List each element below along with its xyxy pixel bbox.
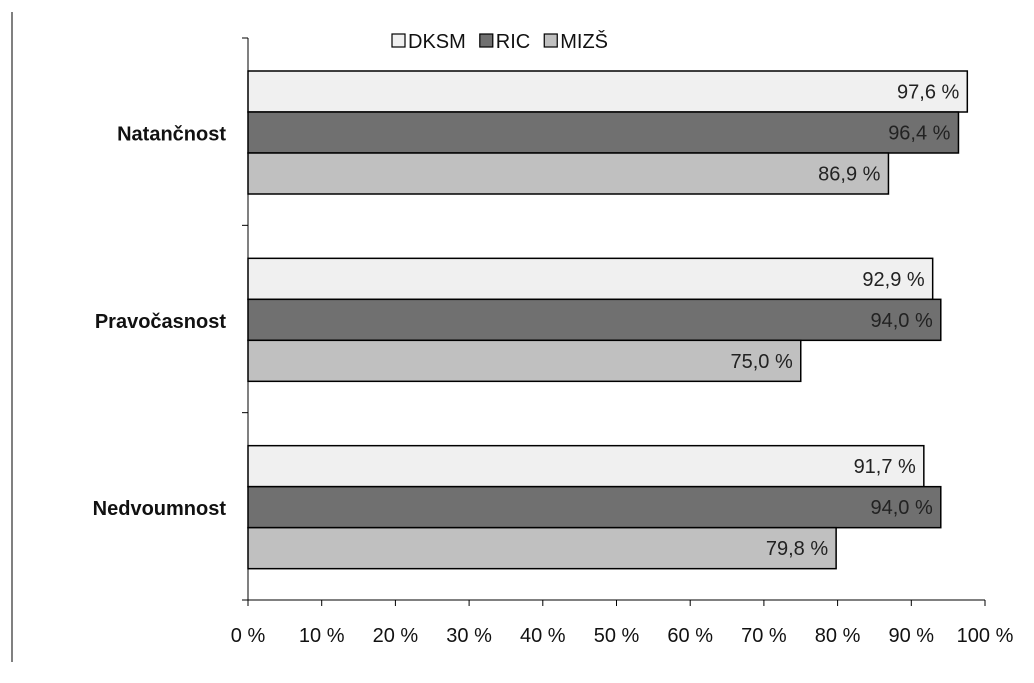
legend-label-dksm: DKSM xyxy=(408,31,466,53)
data-label-mizš-1: 86,9 % xyxy=(818,164,880,186)
x-tick-label-30: 30 % xyxy=(446,625,492,647)
legend: DKSM RIC MIZŠ xyxy=(391,30,608,53)
data-label-mizš-3: 79,8 % xyxy=(766,538,828,560)
legend-label-ric: RIC xyxy=(496,31,530,53)
category-label-3: Nedvoumnost xyxy=(93,498,227,520)
category-label-2: Pravočasnost xyxy=(95,311,227,333)
data-label-dksm-1: 97,6 % xyxy=(897,82,959,104)
bar-mizš-1 xyxy=(247,152,890,195)
bar-mizš-3 xyxy=(247,526,837,570)
x-tick-label-60: 60 % xyxy=(667,625,713,647)
x-tick-label-50: 50 % xyxy=(594,625,640,647)
bar-dksm-1 xyxy=(247,70,969,113)
x-tick-label-0: 0 % xyxy=(231,625,266,647)
x-tick-label-80: 80 % xyxy=(815,625,861,647)
data-label-dksm-2: 92,9 % xyxy=(862,269,924,291)
bar-mizš-2 xyxy=(247,339,802,383)
axes-group: Natančnost Pravočasnost Nedvoumnost 0 % 10 %… xyxy=(93,37,1014,647)
legend-swatch-dksm xyxy=(391,33,406,48)
legend-swatch-mizš xyxy=(543,33,558,48)
x-tick-label-70: 70 % xyxy=(741,625,787,647)
legend-swatch-ric xyxy=(479,33,494,48)
data-label-ric-1: 96,4 % xyxy=(888,123,950,145)
bar-dksm-2 xyxy=(247,257,934,301)
x-tick-label-20: 20 % xyxy=(373,625,419,647)
data-label-mizš-2: 75,0 % xyxy=(730,351,792,373)
x-tick-label-90: 90 % xyxy=(889,625,935,647)
bar-ric-1 xyxy=(247,111,960,154)
x-tick-label-40: 40 % xyxy=(520,625,566,647)
legend-label-mizš: MIZŠ xyxy=(560,30,608,53)
data-label-dksm-3: 91,7 % xyxy=(854,456,916,478)
category-label-1: Natančnost xyxy=(117,124,226,146)
bars-group: 97,6 % 96,4 % 86,9 % 92,9 % 94,0 % 75,0 % 91,7… xyxy=(247,70,969,570)
data-label-ric-3: 94,0 % xyxy=(871,497,933,519)
bar-ric-2 xyxy=(247,298,942,342)
data-label-ric-2: 94,0 % xyxy=(871,310,933,332)
bar-dksm-3 xyxy=(247,444,925,488)
x-tick-label-100: 100 % xyxy=(957,625,1014,647)
bar-ric-3 xyxy=(247,485,942,529)
x-tick-label-10: 10 % xyxy=(299,625,345,647)
